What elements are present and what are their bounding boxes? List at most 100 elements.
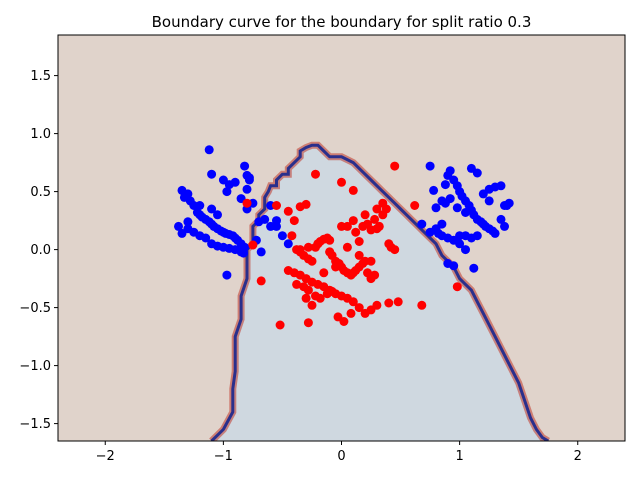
- blue-data-point: [272, 216, 281, 226]
- x-tick-label: −1: [214, 449, 233, 464]
- blue-data-point: [195, 201, 205, 210]
- blue-data-point: [472, 231, 482, 241]
- blue-data-point: [260, 214, 270, 224]
- x-tick-label: 0: [337, 449, 345, 464]
- y-axis-ticks: −1.5 −1.0 −0.5 0.0 0.5 1.0 1.5: [19, 69, 58, 432]
- red-data-point: [366, 225, 376, 235]
- red-data-point: [307, 256, 317, 266]
- x-tick-label: −2: [96, 449, 115, 464]
- red-data-point: [327, 286, 337, 296]
- blue-data-point: [429, 185, 439, 195]
- blue-data-point: [461, 245, 470, 255]
- red-data-point: [370, 214, 380, 224]
- red-data-point: [319, 268, 329, 278]
- red-data-point: [348, 297, 358, 307]
- blue-data-point: [222, 270, 232, 280]
- blue-data-point: [230, 177, 240, 187]
- x-axis-ticks: −2 −1 0 1 2: [96, 441, 582, 464]
- y-tick-label: −0.5: [19, 301, 51, 316]
- blue-data-point: [437, 219, 447, 229]
- y-tick-label: −1.0: [19, 359, 51, 374]
- red-data-point: [307, 300, 317, 310]
- red-data-point: [287, 231, 297, 241]
- blue-data-point: [496, 214, 506, 224]
- red-data-point: [339, 317, 349, 326]
- red-data-point: [374, 221, 384, 231]
- blue-data-point: [201, 233, 211, 243]
- red-data-point: [384, 298, 394, 308]
- blue-data-point: [452, 203, 462, 213]
- red-data-point: [275, 320, 285, 330]
- blue-data-point: [222, 187, 232, 197]
- blue-data-point: [242, 184, 252, 194]
- red-data-point: [303, 242, 313, 252]
- red-data-point: [354, 250, 364, 260]
- red-data-point: [342, 221, 352, 231]
- blue-data-point: [417, 219, 427, 229]
- boundary-curve-inner: [210, 143, 549, 441]
- blue-data-point: [207, 204, 217, 214]
- red-class-points: [242, 161, 462, 330]
- red-data-point: [256, 276, 266, 286]
- blue-data-point: [425, 161, 435, 171]
- blue-data-point: [183, 189, 193, 199]
- red-data-point: [313, 239, 323, 249]
- red-data-point: [325, 247, 335, 257]
- x-tick-label: 1: [455, 449, 463, 464]
- blue-data-point: [277, 231, 287, 241]
- red-data-point: [346, 308, 356, 318]
- blue-data-point: [266, 221, 276, 231]
- red-data-point: [410, 201, 420, 210]
- red-data-point: [348, 216, 358, 226]
- y-tick-label: 1.5: [30, 69, 51, 84]
- blue-data-point: [469, 263, 479, 273]
- blue-class-points: [174, 145, 514, 280]
- red-data-point: [372, 300, 382, 310]
- blue-data-point: [484, 196, 494, 206]
- blue-data-point: [244, 175, 254, 185]
- blue-data-point: [440, 180, 450, 190]
- red-data-point: [272, 201, 281, 210]
- red-data-point: [348, 185, 358, 195]
- blue-data-point: [445, 166, 455, 176]
- red-data-point: [354, 237, 364, 246]
- blue-data-point: [213, 210, 222, 220]
- blue-data-point: [461, 208, 470, 217]
- blue-data-point: [431, 203, 441, 213]
- y-tick-label: −1.5: [19, 417, 51, 432]
- red-data-point: [354, 303, 364, 313]
- red-data-point: [315, 293, 325, 303]
- red-data-point: [295, 202, 305, 212]
- red-data-point: [283, 206, 293, 216]
- red-data-point: [360, 210, 370, 220]
- red-data-point: [417, 300, 427, 310]
- red-data-point: [303, 285, 313, 295]
- x-tick-label: 2: [574, 449, 582, 464]
- red-data-point: [303, 318, 313, 328]
- red-data-point: [301, 293, 311, 303]
- blue-data-point: [496, 181, 506, 191]
- blue-data-point: [472, 168, 482, 178]
- red-data-point: [378, 198, 388, 208]
- red-data-point: [366, 256, 376, 266]
- red-data-point: [337, 177, 346, 187]
- blue-data-point: [449, 261, 459, 271]
- red-data-point: [292, 279, 302, 289]
- blue-data-point: [500, 201, 509, 210]
- blue-data-point: [256, 247, 266, 257]
- blue-data-point: [239, 248, 248, 258]
- red-data-point: [390, 245, 400, 255]
- chart-title: Boundary curve for the boundary for spli…: [152, 13, 532, 31]
- blue-data-point: [240, 161, 250, 171]
- red-data-point: [331, 262, 341, 272]
- red-data-point: [351, 227, 361, 237]
- blue-data-point: [174, 221, 183, 231]
- red-data-point: [325, 235, 335, 245]
- y-tick-label: 0.5: [30, 185, 51, 200]
- blue-data-point: [177, 228, 187, 238]
- red-data-point: [242, 198, 252, 208]
- blue-data-point: [207, 169, 217, 179]
- blue-data-point: [455, 239, 465, 249]
- red-data-point: [248, 240, 258, 250]
